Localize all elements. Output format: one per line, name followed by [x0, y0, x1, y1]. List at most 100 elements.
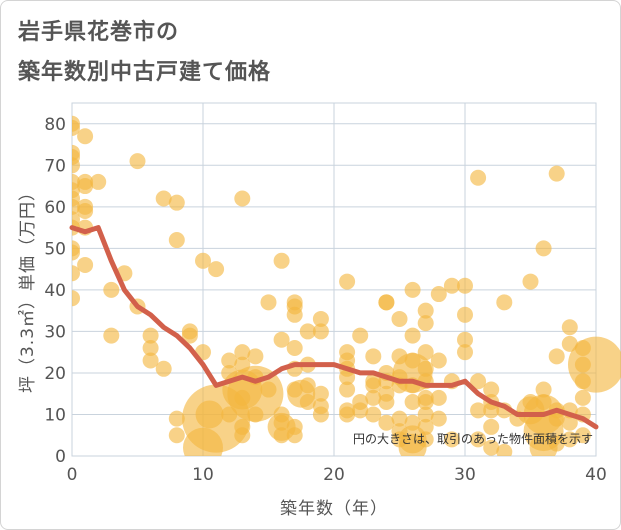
data-point [574, 427, 591, 444]
data-point [365, 406, 382, 423]
data-point [365, 389, 382, 406]
data-point [430, 389, 447, 406]
data-point [457, 331, 473, 348]
data-point [168, 410, 185, 427]
data-point [548, 435, 565, 452]
data-point [260, 294, 277, 311]
data-point [496, 294, 513, 311]
data-point [168, 232, 185, 249]
data-point [142, 340, 159, 357]
data-point [221, 352, 238, 369]
data-point [548, 165, 565, 182]
data-point [155, 190, 172, 207]
data-point [286, 427, 303, 444]
x-tick-label: 20 [323, 465, 345, 485]
data-point [273, 331, 290, 348]
data-point [483, 402, 500, 419]
data-point [103, 281, 120, 298]
data-point [339, 406, 356, 423]
data-point [72, 157, 80, 174]
data-point [181, 327, 198, 344]
data-point [142, 327, 159, 344]
y-tick-label: 10 [44, 405, 66, 425]
data-point [430, 286, 447, 303]
data-point [430, 352, 447, 369]
chart-title-line1: 岩手県花巻市の [18, 20, 180, 45]
x-axis-label: 築年数（年） [280, 499, 388, 519]
data-point [522, 273, 539, 290]
data-point [483, 418, 500, 435]
data-point [72, 265, 80, 282]
data-point [234, 190, 251, 207]
data-point [430, 410, 447, 427]
trend-layer [69, 225, 599, 430]
y-tick-label: 60 [44, 198, 66, 218]
data-point [483, 439, 500, 456]
data-point [443, 277, 460, 294]
x-tick-label: 40 [585, 465, 607, 485]
data-point [404, 281, 421, 298]
data-point [496, 443, 513, 456]
data-point [561, 431, 578, 448]
data-point [299, 377, 316, 394]
data-point [417, 431, 434, 448]
y-tick-label: 70 [44, 156, 66, 176]
data-point [72, 244, 80, 261]
data-point [378, 394, 395, 411]
data-point [470, 169, 487, 186]
data-point [234, 344, 251, 361]
y-tick-label: 80 [44, 115, 66, 135]
data-point [234, 427, 251, 444]
data-point [77, 256, 94, 273]
data-point [470, 431, 487, 448]
data-point [260, 381, 277, 398]
data-point [299, 394, 316, 411]
data-point [417, 344, 434, 361]
x-tick-label: 30 [454, 465, 476, 485]
data-point [312, 310, 329, 327]
data-point [168, 427, 185, 444]
data-point [129, 153, 146, 170]
data-point [77, 178, 94, 195]
data-point [457, 344, 473, 361]
data-point [417, 418, 434, 435]
data-point [339, 381, 356, 398]
data-point [352, 402, 369, 419]
data-point [103, 327, 120, 344]
data-point [561, 319, 578, 336]
data-point [142, 352, 159, 369]
data-point [417, 406, 434, 423]
y-tick-label: 30 [44, 322, 66, 342]
y-axis-label: 坪（3.3㎡）単価（万円） [18, 183, 38, 393]
data-point [404, 327, 421, 344]
bubble-layer [72, 115, 621, 456]
data-point [535, 240, 552, 257]
data-point [470, 373, 487, 390]
data-point [417, 394, 434, 411]
data-point [339, 273, 356, 290]
data-point [72, 119, 80, 136]
data-point [404, 394, 421, 411]
data-point [273, 252, 290, 269]
data-point [339, 369, 356, 386]
tick-layer: 0 10 20 30 40 50 60 70 80 0 10 20 30 40 [44, 115, 606, 485]
data-point [574, 389, 591, 406]
data-point [470, 402, 487, 419]
data-point [312, 385, 329, 402]
y-tick-label: 40 [44, 281, 66, 301]
data-point [312, 323, 329, 340]
data-point [378, 294, 395, 311]
data-point [312, 406, 329, 423]
data-point [391, 410, 408, 427]
data-point [535, 381, 552, 398]
data-point [299, 323, 316, 340]
data-point [208, 261, 225, 278]
x-tick-label: 10 [192, 465, 214, 485]
data-point [548, 348, 565, 365]
data-point [561, 414, 578, 431]
data-point [273, 427, 290, 444]
data-point [443, 431, 460, 448]
average-trend-line [69, 225, 599, 430]
